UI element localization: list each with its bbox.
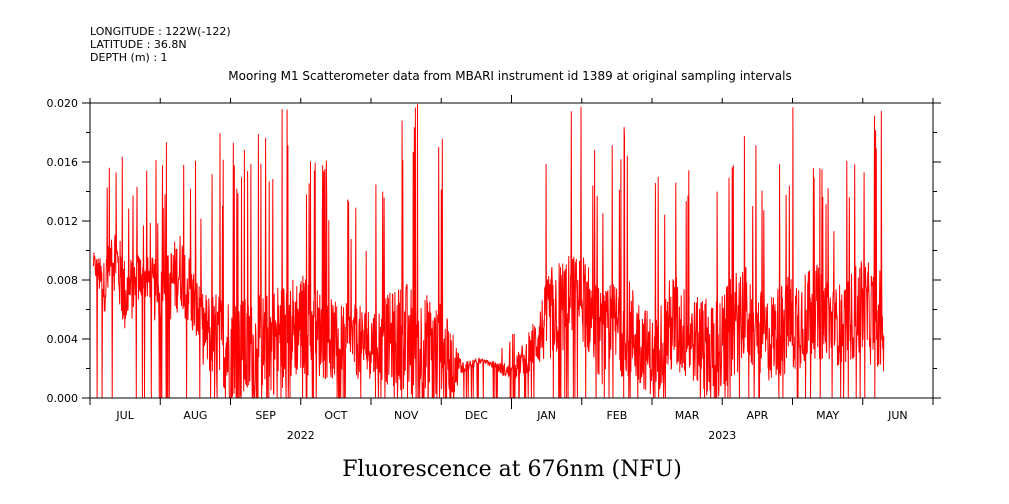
y-tick-label: 0.004 bbox=[47, 333, 79, 346]
y-tick-label: 0.012 bbox=[47, 215, 79, 228]
depth-label: DEPTH (m) : 1 bbox=[90, 51, 168, 64]
chart-title: Mooring M1 Scatterometer data from MBARI… bbox=[228, 69, 791, 83]
fluorescence-line bbox=[93, 104, 885, 399]
x-month-label: APR bbox=[746, 409, 768, 422]
x-year-label: 2022 bbox=[287, 429, 315, 442]
x-month-label: NOV bbox=[394, 409, 419, 422]
x-month-label: MAY bbox=[816, 409, 839, 422]
y-tick-label: 0.008 bbox=[47, 274, 79, 287]
x-month-label: OCT bbox=[324, 409, 347, 422]
y-tick-label: 0.020 bbox=[47, 97, 79, 110]
x-month-label: JUL bbox=[115, 409, 134, 422]
variable-label: Fluorescence at 676nm (NFU) bbox=[342, 457, 682, 482]
x-month-label: FEB bbox=[606, 409, 627, 422]
x-month-label: MAR bbox=[675, 409, 700, 422]
x-axis: JUL AUG SEP OCT NOV DEC JAN FEB MAR APR MAY JUN 2022… bbox=[89, 95, 934, 442]
y-axis: 0.000 0.004 0.008 0.012 0.016 0.020 bbox=[47, 97, 941, 405]
fluorescence-series bbox=[93, 104, 885, 399]
y-tick-label: 0.000 bbox=[47, 392, 79, 405]
latitude-label: LATITUDE : 36.8N bbox=[90, 38, 187, 51]
x-month-label: DEC bbox=[465, 409, 488, 422]
y-tick-label: 0.016 bbox=[47, 156, 79, 169]
x-month-label: SEP bbox=[255, 409, 276, 422]
x-month-label: JAN bbox=[536, 409, 556, 422]
x-month-label: JUN bbox=[887, 409, 908, 422]
longitude-label: LONGITUDE : 122W(-122) bbox=[90, 25, 231, 38]
x-month-label: AUG bbox=[183, 409, 207, 422]
x-year-label: 2023 bbox=[708, 429, 736, 442]
